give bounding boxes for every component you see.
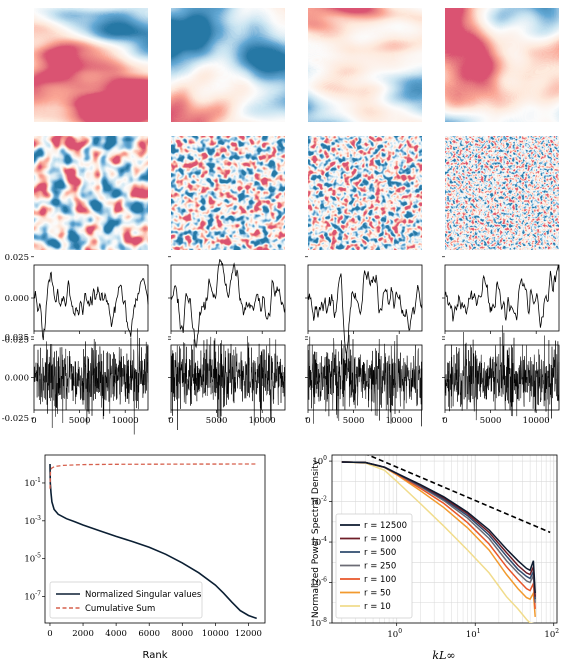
field-panel-2-1	[34, 136, 148, 250]
signal-frame-1-2	[170, 264, 286, 332]
chart-a-ytick-label: 10-5	[24, 553, 41, 565]
chart-a-xtick-label: 2000	[72, 629, 94, 639]
legend-label-cumsum: Cumulative Sum	[85, 604, 155, 614]
chart-a-series-singular	[49, 463, 257, 620]
chart-b-legend: r = 12500 r = 1000 r = 500 r = 250 r = 100 r …	[335, 513, 413, 619]
chart-a-xtick-label: 10000	[202, 629, 229, 639]
signal-xtick-label: 0	[168, 416, 173, 426]
chart-b-xtick-label: 102	[544, 628, 559, 640]
chart-a-series	[49, 463, 257, 620]
field-panel-1-4	[445, 8, 559, 122]
chart-b-series	[341, 455, 551, 623]
chart-b-legend-label-250: r = 250	[364, 562, 396, 572]
signal-xtick-label: 10000	[249, 416, 276, 426]
signal-trace-2-3	[307, 334, 423, 427]
legend-label-singular: Normalized Singular values	[85, 590, 202, 600]
chart-a-ytick-label: 10-1	[24, 477, 41, 489]
signal-trace-2-4	[444, 325, 560, 421]
signal-xtick-label: 5000	[343, 416, 365, 426]
chart-b-xlabel: kL∞	[432, 649, 455, 662]
chart-a-ytick-label: 10-7	[24, 591, 41, 603]
chart-a-xtick-label: 0	[47, 629, 52, 639]
chart-b-legend-label-500: r = 500	[364, 548, 396, 558]
field-row-2	[34, 136, 559, 250]
chart-b-reference-line	[366, 455, 551, 534]
signal-ytick-label: -0.025	[2, 335, 29, 345]
field-panel-1-3	[308, 8, 422, 122]
field-panel-1-1	[34, 8, 148, 122]
signal-frame-1-4	[444, 264, 560, 332]
signal-xtick-label: 0	[442, 416, 447, 426]
chart-a-frame	[44, 454, 266, 624]
chart-a-legend-box	[49, 581, 203, 619]
field-panel-2-4	[445, 136, 559, 250]
signal-xtick-label: 10000	[386, 416, 413, 426]
signal-trace-1-4	[444, 264, 560, 328]
signal-ytick-label: -0.025	[2, 414, 29, 424]
signal-xtick-label: 0	[31, 416, 36, 426]
signal-trace-1-1	[33, 271, 149, 341]
chart-b-ylabel: Normalized Power Spectral Density	[311, 459, 321, 618]
signal-xtick-label: 10000	[523, 416, 550, 426]
chart-b-series-10	[341, 461, 535, 623]
chart-a-xtick-label: 12000	[235, 629, 262, 639]
signal-trace-2-1	[33, 328, 149, 435]
chart-b-legend-label-100: r = 100	[364, 575, 396, 585]
chart-a-xlabel: Rank	[143, 650, 168, 661]
signal-ytick-label: 0.025	[5, 333, 29, 343]
field-panel-2-3	[308, 136, 422, 250]
chart-b-series-12500	[341, 461, 536, 594]
signal-trace-1-3	[307, 270, 423, 354]
signal-xtick-label: 5000	[480, 416, 502, 426]
chart-b-frame	[331, 454, 558, 624]
chart-a-ytick-label: 10-3	[24, 515, 41, 527]
signal-xtick-label: 10000	[112, 416, 139, 426]
signal-ytick-label: 0.025	[5, 253, 29, 263]
chart-a-legend: Normalized Singular values Cumulative Su…	[49, 581, 203, 619]
field-panel-2-2	[171, 136, 285, 250]
chart-a-xtick-label: 8000	[171, 629, 193, 639]
signal-ytick-label: 0.000	[5, 294, 29, 304]
chart-b-legend-label-1000: r = 1000	[364, 535, 402, 545]
chart-a-xtick-label: 6000	[138, 629, 160, 639]
chart-a-series-cumsum	[49, 463, 257, 489]
chart-a-xtick-label: 4000	[105, 629, 127, 639]
signal-xtick-label: 5000	[206, 416, 228, 426]
signal-trace-1-2	[170, 259, 286, 349]
chart-b-legend-label-50: r = 50	[364, 589, 391, 599]
signal-trace-2-2	[170, 336, 286, 431]
field-panel-1-2	[171, 8, 285, 122]
signal-xtick-label: 0	[305, 416, 310, 426]
chart-b-xtick-label: 100	[387, 628, 402, 640]
field-row-1	[34, 8, 559, 122]
signal-xtick-label: 5000	[69, 416, 91, 426]
chart-b-xtick-label: 101	[466, 628, 481, 640]
signal-ytick-label: 0.000	[5, 374, 29, 384]
chart-b-legend-label-10: r = 10	[364, 602, 391, 612]
chart-b-legend-label-12500: r = 12500	[364, 521, 407, 531]
singular-values-chart: 0 2000 4000 6000 8000 10000 12000 10-7 10-5 10-3 1…	[24, 454, 266, 661]
